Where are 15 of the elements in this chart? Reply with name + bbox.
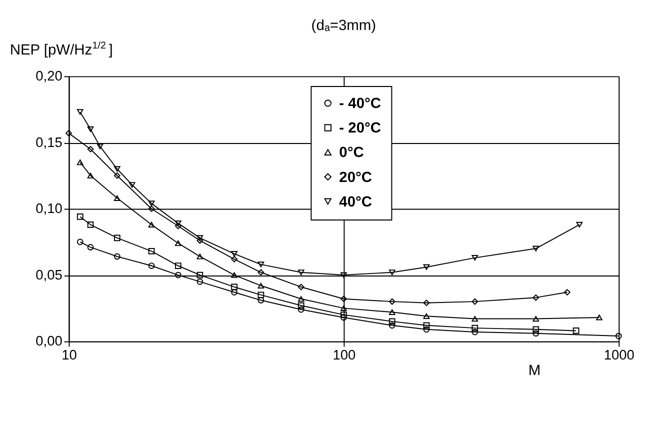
x-tick-label: 1000 — [604, 347, 635, 362]
y-tick-label: 0,05 — [36, 267, 63, 282]
y-tick-label: 0,10 — [36, 201, 63, 216]
x-tick-label: 10 — [62, 347, 78, 362]
x-axis-title: M — [528, 363, 541, 380]
legend-label: - 40°C — [339, 96, 382, 112]
x-tick-label: 100 — [332, 347, 356, 362]
legend-label: 0°C — [339, 145, 364, 162]
y-tick-label: 0,15 — [36, 134, 63, 150]
legend-label: 20°C — [339, 170, 372, 186]
legend-label: - 20°C — [339, 120, 382, 137]
chart-title: (dₐ=3mm) — [311, 18, 376, 34]
y-tick-label: 0,20 — [36, 68, 63, 84]
legend-label: 40°C — [339, 194, 372, 210]
y-tick-label: 0,00 — [36, 334, 63, 349]
